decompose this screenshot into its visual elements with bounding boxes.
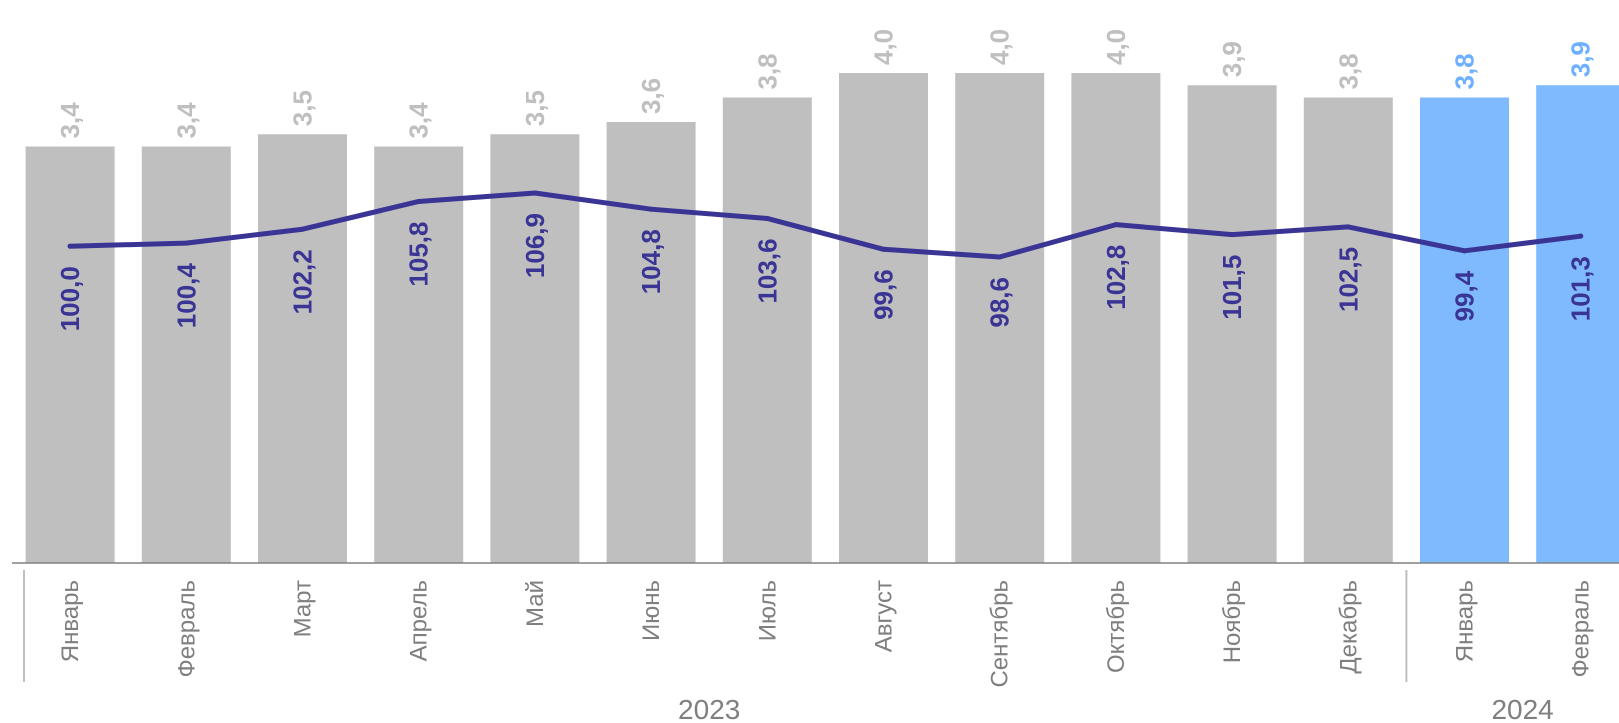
bar (955, 73, 1045, 563)
line-value-label: 101,5 (1217, 255, 1247, 320)
line-point (532, 190, 538, 196)
line-point (1229, 232, 1235, 238)
line-point (300, 226, 305, 232)
line-point (1462, 248, 1467, 254)
bar-value-label: 3,8 (1450, 53, 1480, 89)
year-label: 2023 (678, 694, 740, 723)
line-value-label: 100,0 (55, 266, 85, 331)
bar (1536, 85, 1619, 563)
line-value-label: 100,4 (171, 263, 201, 329)
line-value-label: 99,6 (869, 269, 899, 320)
line-value-label: 102,8 (1101, 245, 1131, 310)
bar-value-label: 3,9 (1217, 41, 1247, 77)
line-point (997, 254, 1003, 260)
bar-value-label: 3,9 (1566, 41, 1596, 77)
category-label: Июль (754, 580, 781, 641)
line-value-label: 102,5 (1333, 247, 1363, 312)
line-point (416, 198, 422, 204)
category-label: Март (290, 580, 317, 637)
line-point (648, 206, 654, 212)
bar-value-label: 4,0 (1101, 29, 1131, 65)
bar (722, 97, 812, 563)
line-value-label: 103,6 (752, 238, 782, 303)
line-value-label: 102,2 (288, 249, 318, 314)
category-label: Октябрь (1103, 580, 1130, 673)
bars-layer (25, 73, 1619, 563)
bar-value-label: 3,4 (404, 102, 434, 139)
category-label: Июнь (638, 580, 665, 641)
bar (1420, 97, 1509, 563)
bar (839, 73, 928, 563)
line-point (881, 246, 886, 252)
bar-value-label: 4,0 (869, 29, 899, 65)
bar-value-label: 3,5 (288, 90, 318, 126)
bar-value-label: 3,4 (171, 102, 201, 139)
bar-value-label: 3,8 (1333, 53, 1363, 89)
bar (25, 146, 115, 563)
category-label: Январь (57, 580, 84, 662)
line-point (1345, 224, 1351, 230)
line-value-label: 101,3 (1566, 256, 1596, 321)
line-point (1578, 233, 1584, 239)
bar (1071, 73, 1161, 563)
bar-value-label: 4,0 (985, 29, 1015, 65)
category-label: Сентябрь (987, 580, 1014, 688)
bar (1303, 97, 1393, 563)
category-label: Февраль (173, 580, 200, 678)
bar (1187, 85, 1277, 563)
bar (141, 146, 231, 563)
year-label: 2024 (1491, 694, 1553, 723)
labels-layer: 3,4 3,4 3,5 3,4 3,5 3,6 3,8 4,0 4,0 4,0 3,9 3,8 3,8 3… (55, 29, 1596, 331)
bar (606, 122, 696, 563)
category-label: Январь (1452, 580, 1479, 662)
line-layer (67, 190, 1584, 260)
line-point (1113, 222, 1119, 228)
category-label: Ноябрь (1219, 580, 1246, 663)
bar (490, 134, 580, 563)
category-label: Декабрь (1335, 580, 1362, 674)
line-series (67, 190, 1584, 260)
line-value-label: 106,9 (520, 213, 550, 278)
line-point (764, 215, 770, 221)
category-label: Май (522, 580, 549, 627)
line-value-label: 98,6 (985, 277, 1015, 328)
line-value-label: 104,8 (636, 229, 666, 294)
bar-value-label: 3,8 (752, 53, 782, 89)
line-value-label: 99,4 (1450, 270, 1480, 321)
category-label: Апрель (406, 580, 433, 661)
bar-value-label: 3,4 (55, 102, 85, 139)
bar (258, 134, 347, 563)
bar-value-label: 3,5 (520, 90, 550, 126)
line-value-label: 105,8 (404, 221, 434, 286)
bar (374, 146, 464, 563)
line-point (67, 243, 73, 249)
category-label: Февраль (1568, 580, 1595, 678)
line-point (183, 240, 189, 246)
x-axis: Январь Февраль Март Апрель Май Июнь Июль Август… (12, 562, 1619, 723)
category-label: Август (871, 580, 898, 652)
bar-value-label: 3,6 (636, 78, 666, 114)
